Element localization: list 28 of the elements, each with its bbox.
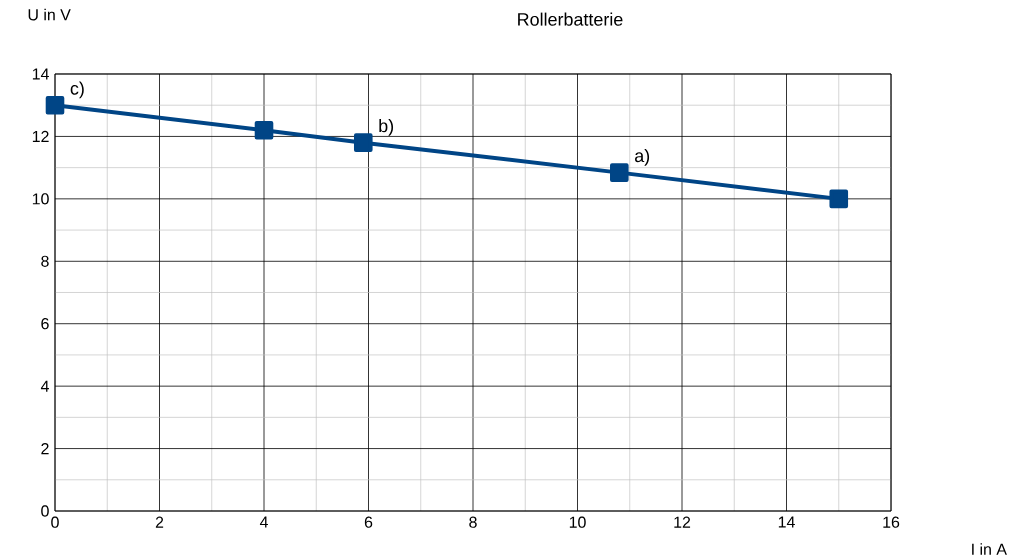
x-tick-label: 2 [155, 516, 164, 528]
x-tick-label: 4 [259, 516, 268, 528]
point [829, 189, 849, 209]
annotation: a) [635, 148, 650, 166]
y-tick-label: 4 [40, 380, 49, 392]
point [610, 163, 629, 182]
x-tick-label: 8 [469, 516, 477, 528]
point [353, 133, 373, 152]
y-tick-label: 10 [32, 193, 49, 205]
chart-title: Rollerbatterie [518, 12, 623, 26]
y-tick-label: 12 [32, 130, 49, 142]
x-tick-label: 6 [364, 516, 373, 528]
x-tick-label: 0 [51, 516, 59, 528]
x-tick-label: 16 [883, 516, 900, 528]
y-tick-label: 6 [41, 318, 49, 330]
point [254, 120, 274, 140]
x-tick-label: 14 [778, 516, 795, 528]
y-axis-title: U in V [28, 8, 71, 21]
y-tick-label: 0 [41, 505, 49, 517]
y-tick-label: 8 [41, 255, 49, 267]
annotation: b) [379, 118, 394, 136]
point [45, 95, 65, 115]
x-tick-label: 12 [674, 516, 691, 528]
y-tick-label: 14 [32, 68, 49, 80]
annotation: c) [70, 81, 84, 99]
y-tick-label: 2 [41, 442, 49, 455]
x-axis-title: I in A [972, 543, 1007, 555]
x-tick-label: 10 [569, 516, 586, 528]
